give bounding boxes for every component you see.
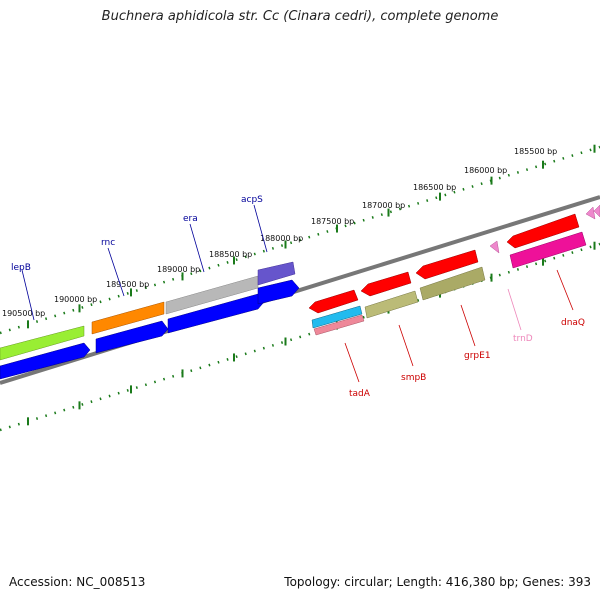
accession-label: Accession: NC_008513 <box>9 575 146 589</box>
gene-label-grpE1[interactable]: grpE1 <box>464 351 491 361</box>
leader-smpB <box>398 324 414 367</box>
gene-trna-edge-2[interactable] <box>593 204 600 218</box>
leader-trnD <box>507 288 522 331</box>
bp-label-189000: 189000 bp <box>157 265 200 274</box>
genome-summary: Topology: circular; Length: 416,380 bp; … <box>284 575 591 589</box>
gene-arrow-tadA[interactable] <box>308 289 359 314</box>
gene-band-smpB[interactable] <box>364 290 419 319</box>
leader-dnaQ <box>556 269 574 311</box>
bp-label-185500: 185500 bp <box>514 147 557 156</box>
gene-label-tadA[interactable]: tadA <box>349 389 371 399</box>
genome-title: Buchnera aphidicola str. Cc (Cinara cedr… <box>101 9 499 24</box>
leader-grpE1 <box>460 304 476 347</box>
gene-band-grpE1[interactable] <box>419 266 486 301</box>
bp-label-186500: 186500 bp <box>413 183 456 192</box>
leader-lepB <box>21 269 35 321</box>
gene-arrow-smpB[interactable] <box>360 271 412 297</box>
bp-label-188500: 188500 bp <box>209 250 252 259</box>
leader-rnc <box>107 247 125 297</box>
gene-label-lepB[interactable]: lepB <box>11 263 31 273</box>
gene-trna-edge-1[interactable] <box>585 206 596 220</box>
bp-label-190000: 190000 bp <box>54 295 97 304</box>
gene-arrow-grpE1[interactable] <box>415 249 479 280</box>
gene-band-tadA-rrna[interactable] <box>313 314 365 336</box>
gene-arrow-rnc[interactable] <box>95 320 169 354</box>
scale-line-lower <box>0 242 600 432</box>
gene-label-era[interactable]: era <box>183 214 198 224</box>
scale-line-upper <box>0 145 600 335</box>
bp-label-189500: 189500 bp <box>106 280 149 289</box>
genome-backbone <box>0 195 600 385</box>
bp-label-187500: 187500 bp <box>311 217 354 226</box>
gene-label-acpS[interactable]: acpS <box>241 195 263 205</box>
gene-arrow-dnaQ[interactable] <box>506 213 580 249</box>
bp-label-187000: 187000 bp <box>362 201 405 210</box>
gene-label-smpB[interactable]: smpB <box>401 373 426 383</box>
gene-band-acpS[interactable] <box>257 261 296 286</box>
gene-arrow-acpS[interactable] <box>257 279 300 305</box>
leader-era <box>189 223 205 273</box>
gene-band-lepB[interactable] <box>0 325 85 361</box>
bp-label-186000: 186000 bp <box>464 166 507 175</box>
bp-label-190500: 190500 bp <box>2 309 45 318</box>
leader-acpS <box>253 204 268 253</box>
leader-tadA <box>344 342 360 383</box>
gene-band-rnc[interactable] <box>91 301 165 335</box>
gene-label-trnD[interactable]: trnD <box>513 334 533 344</box>
gene-label-dnaQ[interactable]: dnaQ <box>561 318 585 328</box>
gene-label-rnc[interactable]: rnc <box>101 238 115 248</box>
gene-arrow-era[interactable] <box>167 293 265 334</box>
gene-trnD[interactable] <box>489 240 500 254</box>
gene-arrow-lepB[interactable] <box>0 342 91 380</box>
gene-band-tadA[interactable] <box>311 305 363 329</box>
gene-band-dnaQ[interactable] <box>509 231 587 269</box>
bp-label-188000: 188000 bp <box>260 234 303 243</box>
